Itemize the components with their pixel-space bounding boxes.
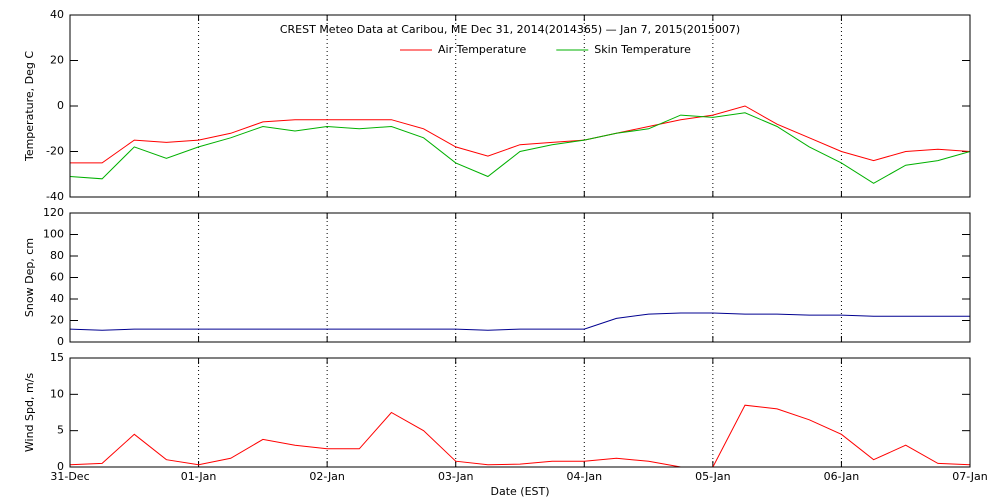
y-tick-label: 120 [43,206,64,219]
data-line [70,105,971,164]
x-tick-label: 05-Jan [695,470,731,483]
x-axis-label: Date (EST) [490,485,549,498]
chart-title: CREST Meteo Data at Caribou, ME Dec 31, … [280,23,740,36]
x-tick-label: 02-Jan [309,470,345,483]
plot-frame [69,212,971,343]
y-tick-label: 0 [57,335,64,348]
y-tick-label: 0 [57,99,64,112]
x-tick-label: 04-Jan [567,470,603,483]
x-tick-label: 31-Dec [50,470,89,483]
y-tick-label: 40 [50,8,64,21]
y-tick-label: 15 [50,351,64,364]
data-line [69,312,970,331]
y-tick-label: -40 [46,190,64,203]
data-line [69,404,971,468]
y-tick-label: 20 [50,54,64,67]
y-axis-label: Snow Dep, cm [23,238,36,317]
y-axis-label: Temperature, Deg C [23,51,36,162]
legend-label: Skin Temperature [594,43,691,56]
y-tick-label: -20 [46,145,64,158]
y-tick-label: 40 [50,292,64,305]
y-tick-label: 10 [50,387,64,400]
data-line [69,112,971,184]
y-tick-label: 0 [57,460,64,473]
legend-label: Air Temperature [438,43,527,56]
y-axis-label: Wind Spd, m/s [23,373,36,453]
x-tick-label: 03-Jan [438,470,474,483]
y-tick-label: 5 [57,424,64,437]
y-tick-label: 60 [50,271,64,284]
y-tick-label: 100 [43,228,64,241]
plot-frame [69,14,971,198]
y-tick-label: 80 [50,249,64,262]
y-tick-label: 20 [50,314,64,327]
x-tick-label: 06-Jan [824,470,860,483]
x-tick-label: 01-Jan [181,470,217,483]
x-tick-label: 07-Jan [952,470,988,483]
plot-frame [69,357,971,468]
